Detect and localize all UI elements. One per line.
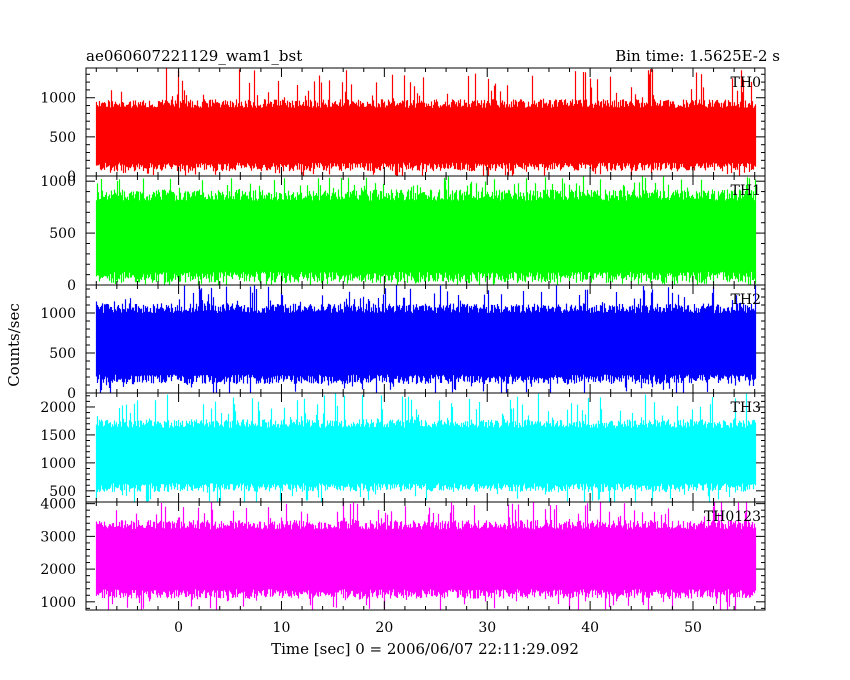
y-tick-label: 1500 [40, 428, 76, 444]
y-tick-label: 0 [67, 169, 76, 185]
panel-label-th2: TH2 [731, 292, 761, 308]
x-tick-label: 30 [478, 620, 496, 636]
series-th1-line [95, 176, 757, 285]
panel-th1: 0 500 1000 TH1 [40, 174, 766, 294]
y-tick-label: 2000 [40, 400, 76, 416]
y-tick-label: 3000 [40, 529, 76, 545]
y-tick-label: 500 [49, 130, 76, 146]
y-tick-label: 0 [67, 386, 76, 402]
panel-label-th1: TH1 [731, 183, 761, 199]
y-tick-label: 0 [67, 278, 76, 294]
panel-label-th0: TH0 [731, 75, 761, 91]
panel-label-th0123: TH0123 [704, 509, 761, 525]
y-tick-label: 500 [49, 226, 76, 242]
y-tick-label: 1000 [40, 91, 76, 107]
y-tick-label: 2000 [40, 562, 76, 578]
series-th3-line [95, 393, 757, 502]
panel-th3: 500 1000 1500 2000 TH3 [40, 392, 766, 503]
x-tick-label: 10 [273, 620, 291, 636]
series-th0123-line [95, 502, 757, 610]
y-tick-label: 500 [49, 346, 76, 362]
x-tick-label: 50 [684, 620, 702, 636]
figure-title: ae060607221129_wam1_bst [86, 47, 302, 65]
panel-th0123: 1000 2000 3000 4000 TH0123 [40, 497, 766, 611]
series-th2-line [95, 285, 757, 393]
y-tick-label: 1000 [40, 306, 76, 322]
y-tick-label: 1000 [40, 456, 76, 472]
series-th0-line [95, 68, 757, 176]
y-axis-label: Counts/sec [5, 303, 23, 387]
y-tick-label: 500 [49, 484, 76, 500]
y-tick-label: 1000 [40, 595, 76, 611]
y-tick-label: 4000 [40, 497, 76, 513]
y-tick-label: 1000 [40, 174, 76, 190]
panel-label-th3: TH3 [731, 400, 761, 416]
x-tick-label: 0 [174, 620, 183, 636]
panel-th0: 0 500 1000 TH0 [40, 67, 766, 185]
x-axis: 0 10 20 30 40 50 [174, 620, 702, 636]
x-axis-label: Time [sec] 0 = 2006/06/07 22:11:29.092 [271, 640, 579, 658]
x-tick-label: 20 [375, 620, 393, 636]
bin-time-label: Bin time: 1.5625E-2 s [615, 47, 780, 65]
panel-th2: 0 500 1000 TH2 [40, 284, 766, 402]
panels-group: 05001000TH005001000TH105001000TH25001000… [40, 67, 766, 611]
x-tick-label: 40 [581, 620, 599, 636]
